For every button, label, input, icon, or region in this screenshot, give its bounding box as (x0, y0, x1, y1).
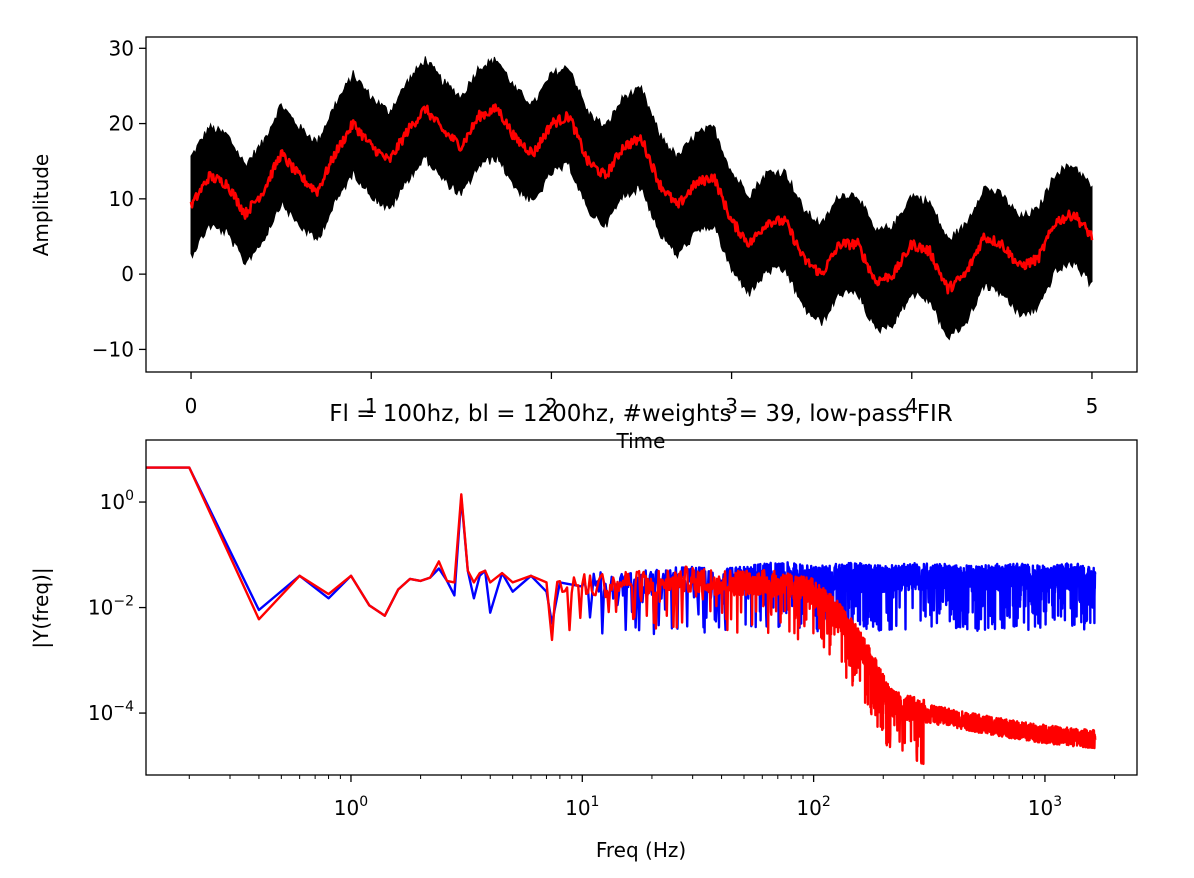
y-tick-label: 20 (109, 112, 134, 136)
x-tick-label: 0 (185, 394, 198, 418)
frequency-domain-data (146, 466, 1097, 766)
time-domain-data (189, 56, 1094, 341)
x-tick-label: 5 (1086, 394, 1099, 418)
frequency-domain-plot: Fl = 100hz, bl = 1200hz, #weights = 39, … (29, 401, 1138, 862)
y-tick-label: 0 (121, 262, 134, 286)
time-domain-axes-frame (145, 36, 1138, 373)
x-tick-label: 102 (796, 794, 830, 820)
time-domain-y-ticks: −10 0 10 20 30 (92, 36, 146, 361)
y-tick-label: 30 (109, 36, 134, 60)
time-domain-x-ticks: 0 1 2 3 4 5 (185, 372, 1099, 418)
y-tick-label: −10 (92, 337, 134, 361)
frequency-domain-title: Fl = 100hz, bl = 1200hz, #weights = 39, … (329, 401, 953, 427)
x-tick-label: 101 (565, 794, 599, 820)
y-tick-label: 10−4 (88, 699, 134, 725)
filtered-spectrum-line (146, 466, 1097, 766)
x-tick-label: 4 (905, 394, 918, 418)
frequency-domain-y-ticks: 100 10−2 10−4 (88, 488, 146, 725)
y-tick-label: 10 (109, 187, 134, 211)
filtered-signal-line (189, 103, 1094, 295)
x-tick-label: 2 (545, 394, 558, 418)
x-tick-label: 100 (334, 794, 368, 820)
frequency-domain-x-label: Freq (Hz) (596, 838, 686, 862)
raw-signal-band (190, 56, 1093, 341)
y-tick-label: 100 (100, 488, 134, 514)
frequency-domain-x-ticks: 100 101 102 103 (188, 775, 1116, 820)
time-domain-y-label: Amplitude (29, 154, 53, 257)
time-domain-x-label: Time (616, 429, 666, 453)
x-tick-label: 103 (1028, 794, 1062, 820)
x-tick-label: 1 (365, 394, 378, 418)
y-tick-label: 10−2 (88, 594, 134, 620)
x-tick-label: 3 (725, 394, 738, 418)
time-domain-plot: 0 1 2 3 4 5 −10 0 10 20 30 Time Amplitude (29, 36, 1138, 453)
frequency-domain-y-label: |Y(freq)| (29, 567, 53, 648)
